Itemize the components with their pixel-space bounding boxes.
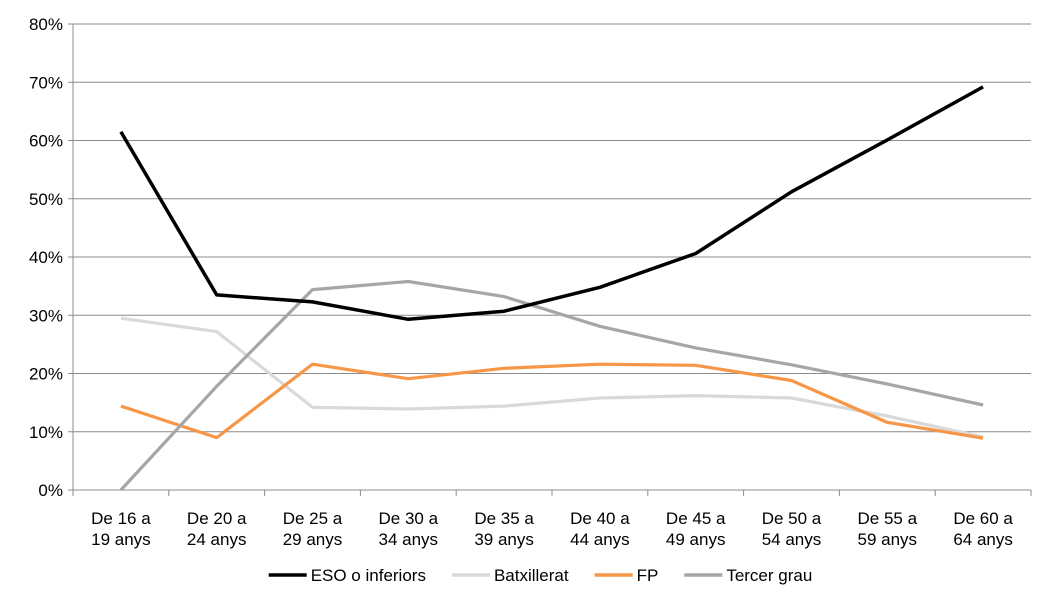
- x-tick-label-3: De 30 a 34 anys: [379, 509, 439, 549]
- x-tick-label-9-line-0: De 60 a: [953, 509, 1013, 528]
- series-line-tercer-grau: [121, 282, 983, 491]
- x-tick-label-1: De 20 a 24 anys: [187, 509, 247, 549]
- legend-item-tercer-grau: Tercer grau: [684, 566, 812, 585]
- x-tick-label-8-line-1: 59 anys: [858, 530, 918, 549]
- legend: ESO o inferiors Batxillerat FP Tercer grau: [269, 566, 813, 585]
- x-tick-label-4-line-0: De 35 a: [474, 509, 534, 528]
- x-axis-tick-labels: De 16 a 19 anys De 20 a 24 anys De 25 a 29 an…: [91, 509, 1013, 549]
- x-tick-label-0: De 16 a 19 anys: [91, 509, 151, 549]
- y-tick-label-4: 40%: [29, 248, 63, 267]
- legend-item-fp: FP: [595, 566, 659, 585]
- y-tick-label-3: 30%: [29, 306, 63, 325]
- legend-item-eso-o-inferiors: ESO o inferiors: [269, 566, 426, 585]
- x-tick-label-1-line-1: 24 anys: [187, 530, 247, 549]
- x-tick-label-5: De 40 a 44 anys: [570, 509, 630, 549]
- y-axis-tick-labels: 0% 10% 20% 30% 40% 50% 60% 70% 80%: [29, 15, 63, 500]
- axes: [68, 24, 1031, 496]
- legend-label-batxillerat: Batxillerat: [494, 566, 569, 585]
- x-tick-label-6: De 45 a 49 anys: [666, 509, 726, 549]
- x-tick-label-9: De 60 a 64 anys: [953, 509, 1013, 549]
- legend-label-tercer-grau: Tercer grau: [726, 566, 812, 585]
- x-tick-label-9-line-1: 64 anys: [953, 530, 1013, 549]
- series-lines: [121, 87, 983, 490]
- x-tick-label-7-line-1: 54 anys: [762, 530, 822, 549]
- x-tick-label-3-line-0: De 30 a: [379, 509, 439, 528]
- x-tick-label-4: De 35 a 39 anys: [474, 509, 534, 549]
- x-tick-label-1-line-0: De 20 a: [187, 509, 247, 528]
- gridlines: [73, 24, 1031, 432]
- legend-label-fp: FP: [637, 566, 659, 585]
- x-tick-label-5-line-0: De 40 a: [570, 509, 630, 528]
- x-tick-label-5-line-1: 44 anys: [570, 530, 630, 549]
- series-line-eso-o-inferiors: [121, 87, 983, 319]
- y-tick-label-8: 80%: [29, 15, 63, 34]
- x-tick-label-6-line-0: De 45 a: [666, 509, 726, 528]
- y-tick-label-1: 10%: [29, 423, 63, 442]
- x-tick-label-2: De 25 a 29 anys: [283, 509, 343, 549]
- y-tick-label-2: 20%: [29, 365, 63, 384]
- x-tick-label-8: De 55 a 59 anys: [858, 509, 918, 549]
- legend-item-batxillerat: Batxillerat: [452, 566, 569, 585]
- x-tick-label-7-line-0: De 50 a: [762, 509, 822, 528]
- x-tick-label-3-line-1: 34 anys: [379, 530, 439, 549]
- x-tick-label-2-line-1: 29 anys: [283, 530, 343, 549]
- y-tick-label-6: 60%: [29, 132, 63, 151]
- y-tick-label-7: 70%: [29, 73, 63, 92]
- x-tick-label-0-line-1: 19 anys: [91, 530, 151, 549]
- x-tick-label-0-line-0: De 16 a: [91, 509, 151, 528]
- x-tick-label-6-line-1: 49 anys: [666, 530, 726, 549]
- x-tick-label-2-line-0: De 25 a: [283, 509, 343, 528]
- x-tick-label-8-line-0: De 55 a: [858, 509, 918, 528]
- y-tick-label-5: 50%: [29, 190, 63, 209]
- x-tick-label-4-line-1: 39 anys: [474, 530, 534, 549]
- legend-label-eso-o-inferiors: ESO o inferiors: [311, 566, 426, 585]
- y-tick-label-0: 0%: [38, 481, 63, 500]
- x-tick-label-7: De 50 a 54 anys: [762, 509, 822, 549]
